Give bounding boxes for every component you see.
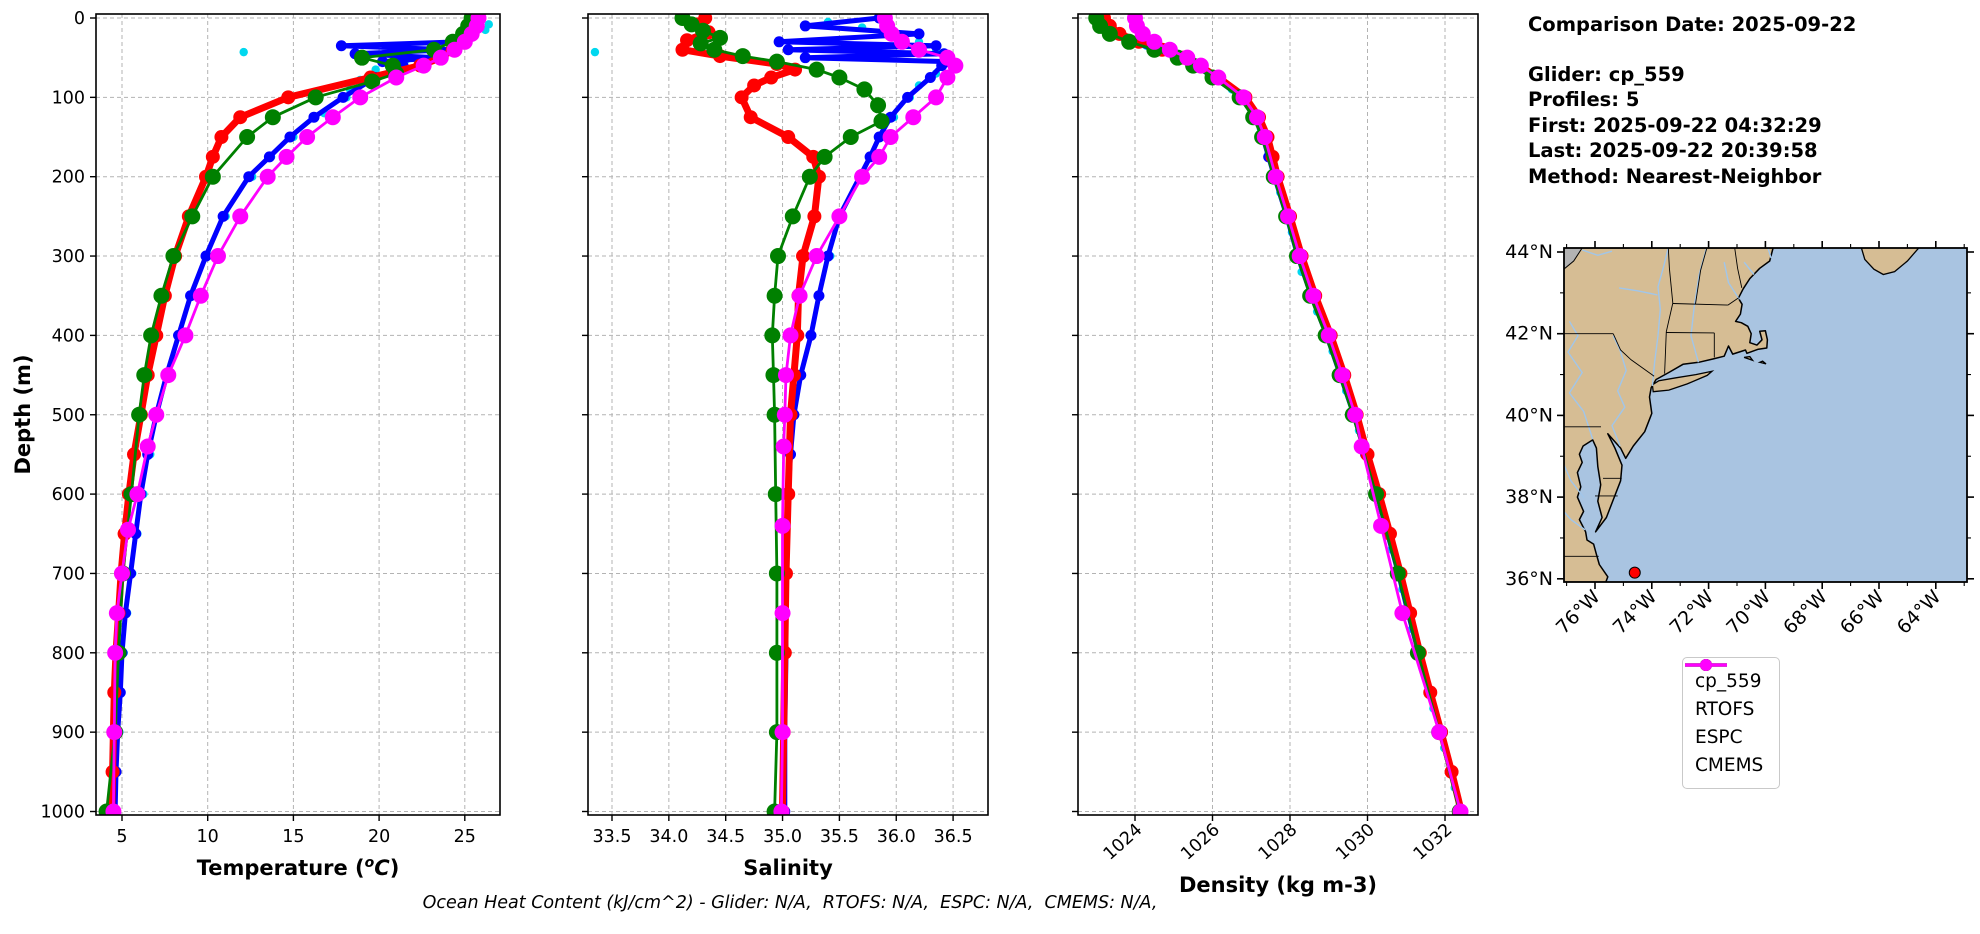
svg-text:800: 800 [52, 644, 85, 664]
legend-line-marker-icon [1685, 659, 1727, 671]
svg-text:1000: 1000 [40, 803, 85, 823]
legend-item-CMEMS: CMEMS [1685, 659, 1764, 779]
info-panel: Comparison Date: 2025-09-22 Glider: cp_5… [1528, 12, 1856, 189]
svg-text:1028: 1028 [1255, 820, 1301, 865]
svg-text:35.0: 35.0 [763, 827, 802, 847]
svg-text:36.0: 36.0 [877, 827, 916, 847]
svg-text:100: 100 [52, 88, 85, 108]
svg-text:1026: 1026 [1177, 820, 1223, 865]
legend-label: ESPC [1695, 726, 1743, 748]
svg-text:Density (kg m-3): Density (kg m-3) [1179, 873, 1377, 897]
svg-text:600: 600 [52, 485, 85, 505]
svg-text:42°N: 42°N [1505, 323, 1553, 345]
svg-text:64°W: 64°W [1893, 586, 1946, 639]
svg-text:15: 15 [282, 827, 304, 847]
svg-text:72°W: 72°W [1665, 586, 1718, 639]
svg-text:38°N: 38°N [1505, 486, 1553, 508]
info-line-first: First: 2025-09-22 04:32:29 [1528, 113, 1822, 137]
map-panel: 36°N 38°N 40°N 42°N 44°N 76°W 74°W 72°W 70°W 68°W… [1505, 241, 1974, 639]
info-line-glider: Glider: cp_559 [1528, 62, 1685, 86]
info-line-method: Method: Nearest-Neighbor [1528, 164, 1822, 188]
svg-text:70°W: 70°W [1722, 586, 1775, 639]
svg-text:36°N: 36°N [1505, 568, 1553, 590]
svg-text:10: 10 [197, 827, 219, 847]
temperature-panel: 5 10 15 20 25 0 100 200 300 400 500 600 700 800 900 100… [11, 9, 501, 880]
svg-text:1032: 1032 [1410, 820, 1456, 865]
svg-text:66°W: 66°W [1836, 586, 1889, 639]
ohc-footnote: Ocean Heat Content (kJ/cm^2) - Glider: N… [422, 893, 1158, 913]
svg-text:74°W: 74°W [1609, 586, 1662, 639]
svg-text:500: 500 [52, 406, 85, 426]
svg-text:900: 900 [52, 723, 85, 743]
density-panel: 1024 1026 1028 1030 1032 Density (kg m-3) [1072, 13, 1479, 897]
info-line-profiles: Profiles: 5 [1528, 88, 1640, 111]
salinity-panel: 33.5 34.0 34.5 35.0 35.5 36.0 36.5 Salinity [582, 13, 989, 880]
svg-text:25: 25 [454, 827, 476, 847]
svg-text:400: 400 [52, 326, 85, 346]
info-line-last: Last: 2025-09-22 20:39:58 [1528, 139, 1818, 162]
svg-text:Salinity: Salinity [743, 856, 833, 880]
legend-item-RTOFS: RTOFS [1685, 659, 1763, 723]
svg-text:35.5: 35.5 [820, 827, 859, 847]
legend-label: cp_559 [1695, 670, 1762, 692]
legend-label: RTOFS [1695, 698, 1755, 720]
svg-text:33.5: 33.5 [593, 827, 632, 847]
svg-text:Temperature (oC): Temperature (oC) [197, 855, 400, 880]
comparison-date: Comparison Date: 2025-09-22 [1528, 13, 1857, 36]
glider-position-dot [1628, 566, 1641, 579]
svg-text:20: 20 [368, 827, 390, 847]
svg-text:40°N: 40°N [1505, 404, 1553, 426]
svg-text:700: 700 [52, 564, 85, 584]
svg-text:44°N: 44°N [1505, 241, 1553, 263]
svg-text:34.5: 34.5 [706, 827, 745, 847]
map-legend: cp_559 RTOFS ESPC CMEMS [1682, 657, 1781, 789]
svg-text:36.5: 36.5 [934, 827, 973, 847]
svg-text:300: 300 [52, 247, 85, 267]
legend-label: CMEMS [1695, 754, 1764, 776]
svg-text:1030: 1030 [1332, 820, 1378, 865]
svg-text:76°W: 76°W [1552, 586, 1605, 639]
svg-text:68°W: 68°W [1779, 586, 1832, 639]
svg-text:5: 5 [116, 827, 127, 847]
legend-item-ESPC: ESPC [1685, 659, 1763, 751]
svg-text:Depth (m): Depth (m) [11, 354, 35, 474]
svg-text:34.0: 34.0 [649, 827, 688, 847]
svg-text:1024: 1024 [1100, 820, 1146, 865]
svg-text:200: 200 [52, 168, 85, 188]
svg-text:0: 0 [74, 9, 85, 29]
